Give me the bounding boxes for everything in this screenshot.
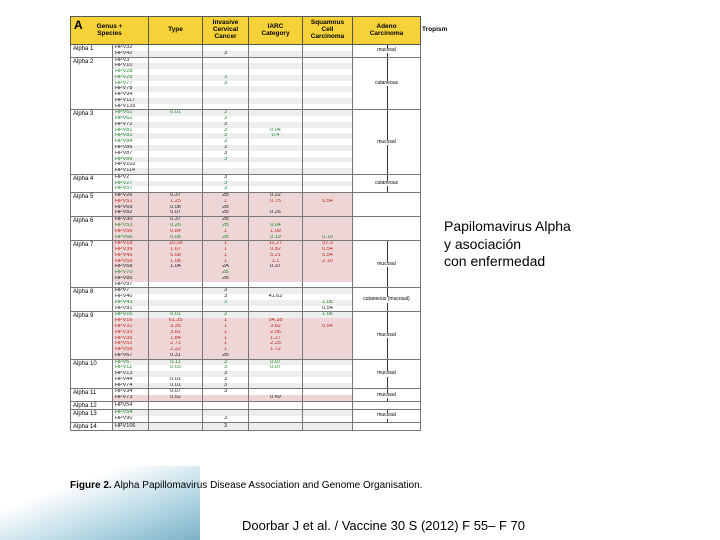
genus-cell: Alpha 6: [71, 217, 113, 241]
table-row: Alpha 14HPV106 3: [71, 422, 421, 430]
col-header: InvasiveCervicalCancer: [203, 17, 249, 45]
data-cell: HPV106: [113, 422, 149, 430]
genus-cell: Alpha 14: [71, 422, 113, 430]
tropism-cell: mucosal: [353, 241, 421, 288]
col-header: Type: [149, 17, 203, 45]
figure-table-container: A Genus +SpeciesTypeInvasiveCervicalCanc…: [70, 16, 420, 476]
col-header: SquamousCellCarcinoma: [303, 17, 353, 45]
tropism-cell: [353, 217, 421, 241]
tropism-cell: mucosal: [353, 110, 421, 174]
tropism-cell: mucosal: [353, 389, 421, 402]
col-header: IARCCategory: [249, 17, 303, 45]
genus-cell: Alpha 12: [71, 401, 113, 409]
corner-gradient: [0, 466, 200, 540]
data-cell: [303, 401, 353, 409]
genus-cell: Alpha 13: [71, 410, 113, 423]
tropism-cell: [353, 422, 421, 430]
genus-cell: Alpha 1: [71, 45, 113, 58]
citation: Doorbar J et al. / Vaccine 30 S (2012) F…: [242, 518, 525, 533]
hpv-table: Genus +SpeciesTypeInvasiveCervicalCancer…: [70, 16, 421, 431]
tropism-cell: mucosal: [353, 45, 421, 58]
data-cell: [203, 401, 249, 409]
tropism-cell: cutaneous: [353, 174, 421, 192]
table-row: Alpha 12HPV54: [71, 401, 421, 409]
data-cell: [149, 401, 203, 409]
tropism-cell: mucosal: [353, 312, 421, 359]
tropism-cell: cutaneous: [353, 57, 421, 110]
genus-cell: Alpha 7: [71, 241, 113, 288]
data-cell: [249, 422, 303, 430]
genus-cell: Alpha 2: [71, 57, 113, 110]
genus-cell: Alpha 5: [71, 193, 113, 217]
genus-cell: Alpha 3: [71, 110, 113, 174]
figure-caption: Figure 2. Alpha Papillomavirus Disease A…: [70, 480, 422, 491]
data-cell: 3: [203, 422, 249, 430]
tropism-cell: [353, 193, 421, 217]
genus-cell: Alpha 10: [71, 359, 113, 389]
genus-cell: Alpha 9: [71, 312, 113, 359]
data-cell: [303, 422, 353, 430]
panel-label: A: [74, 18, 83, 32]
tropism-cell: mucosal: [353, 410, 421, 423]
genus-cell: Alpha 8: [71, 288, 113, 312]
data-cell: [149, 422, 203, 430]
col-header: AdenoCarcinoma: [353, 17, 421, 45]
genus-cell: Alpha 4: [71, 174, 113, 192]
data-cell: [249, 401, 303, 409]
tropism-cell: cutaneous (mucosal): [353, 288, 421, 312]
annotation-text: Papilomavirus Alphay asociacióncon enfer…: [444, 218, 571, 271]
genus-cell: Alpha 11: [71, 389, 113, 402]
tropism-cell: [353, 401, 421, 409]
tropism-cell: mucosal: [353, 359, 421, 389]
data-cell: HPV54: [113, 401, 149, 409]
